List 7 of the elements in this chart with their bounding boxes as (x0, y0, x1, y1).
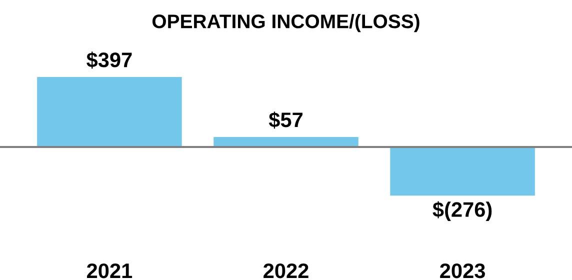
data-label: $397 (86, 52, 132, 69)
x-tick-label: 2021 (87, 263, 132, 278)
data-label: $57 (268, 112, 302, 129)
x-tick-label: 2023 (440, 263, 485, 278)
data-label: $(276) (432, 201, 492, 222)
chart-title: OPERATING INCOME/(LOSS) (152, 14, 420, 32)
x-tick-label: 2022 (264, 263, 308, 278)
